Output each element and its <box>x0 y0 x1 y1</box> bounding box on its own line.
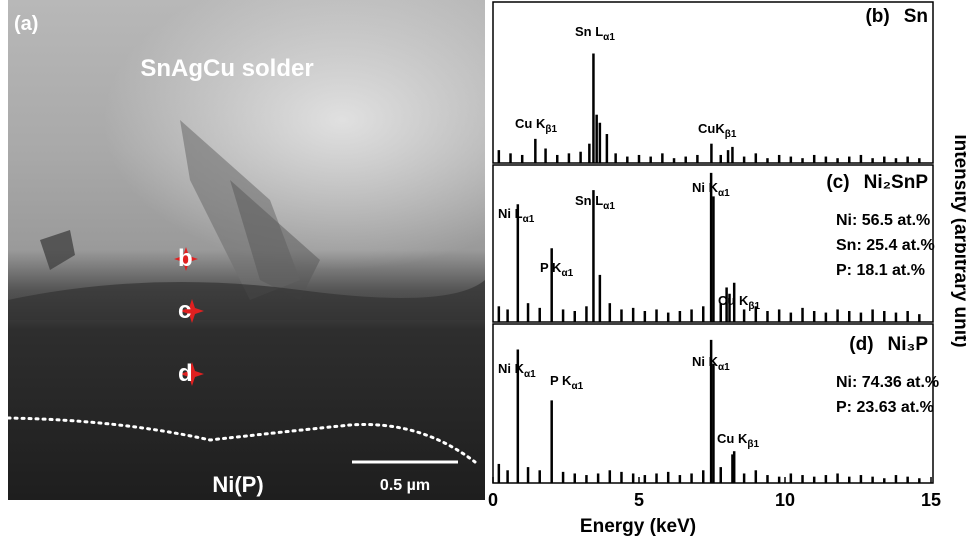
composition: Sn: 25.4 at.% <box>836 237 935 254</box>
composition: Ni: 74.36 at.% <box>836 374 939 391</box>
peak-subscript: α1 <box>718 362 730 373</box>
phase-name: Ni₂SnP <box>864 172 929 193</box>
peak-label: Ni Lα1 <box>498 206 535 225</box>
phase-name: Sn <box>904 6 928 27</box>
panel-title: (c) Ni₂SnP <box>826 172 928 193</box>
peak-label: Ni Kα1 <box>692 354 730 373</box>
peak-label: P Kα1 <box>550 373 584 392</box>
tem-image: (a) SnAgCu solder b c d Ni(P) 0.5 µm <box>6 0 485 500</box>
peak-subscript: β1 <box>747 439 759 450</box>
peak-subscript: α1 <box>561 268 573 279</box>
peak-name: Ni K <box>498 361 525 376</box>
x-axis-label: Energy (keV) <box>580 516 696 537</box>
composition: P: 18.1 at.% <box>836 262 925 279</box>
point-label: d <box>178 360 193 387</box>
panel-frame <box>492 1 934 164</box>
x-tick-label: 15 <box>921 490 941 510</box>
x-tick-label: 0 <box>488 490 498 510</box>
panel-title: (b) Sn <box>865 6 928 27</box>
point-label: b <box>178 245 193 272</box>
peak-subscript: β1 <box>748 301 760 312</box>
panel-label: (d) <box>849 334 873 355</box>
peak-name: Ni K <box>692 354 719 369</box>
peak-label: Ni Kα1 <box>498 361 536 380</box>
peak-name: Cu K <box>515 116 546 131</box>
x-tick-label: 5 <box>634 490 644 510</box>
peak-name: CuK <box>698 121 725 136</box>
composition: P: 23.63 at.% <box>836 399 934 416</box>
peak-subscript: α1 <box>603 32 615 43</box>
peak-label: Sn Lα1 <box>575 193 615 212</box>
panel-label: (a) <box>14 13 38 35</box>
peak-subscript: α1 <box>718 188 730 199</box>
peak-subscript: α1 <box>571 381 583 392</box>
point-label: c <box>178 297 191 324</box>
x-tick-label: 10 <box>775 490 795 510</box>
peak-label: Ni Kα1 <box>692 180 730 199</box>
peak-subscript: β1 <box>725 129 737 140</box>
y-axis-label: Intensity (arbitrary unit) <box>950 134 966 347</box>
peak-subscript: α1 <box>603 201 615 212</box>
region-label: Ni(P) <box>212 472 263 497</box>
peak-subscript: α1 <box>523 214 535 225</box>
peak-name: P K <box>540 260 562 275</box>
peak-subscript: β1 <box>545 124 557 135</box>
peak-label: P Kα1 <box>540 260 574 279</box>
peak-subscript: α1 <box>524 369 536 380</box>
peak-label: Cu Kβ1 <box>718 293 760 312</box>
peak-name: P K <box>550 373 572 388</box>
region-label: SnAgCu solder <box>140 55 313 82</box>
peak-label: CuKβ1 <box>698 121 737 140</box>
panel-label: (b) <box>865 6 889 27</box>
peak-name: Cu K <box>717 431 748 446</box>
panel-label: (c) <box>826 172 849 193</box>
panel-title: (d) Ni₃P <box>849 334 928 355</box>
peak-name: Sn L <box>575 24 603 39</box>
peak-name: Ni L <box>498 206 523 221</box>
composition: Ni: 56.5 at.% <box>836 212 930 229</box>
peak-label: Sn Lα1 <box>575 24 615 43</box>
phase-name: Ni₃P <box>888 334 929 355</box>
peak-name: Cu K <box>718 293 749 308</box>
peak-label: Cu Kβ1 <box>717 431 759 450</box>
peak-name: Sn L <box>575 193 603 208</box>
peak-label: Cu Kβ1 <box>515 116 557 135</box>
peak-name: Ni K <box>692 180 719 195</box>
scale-bar-label: 0.5 µm <box>380 477 430 494</box>
